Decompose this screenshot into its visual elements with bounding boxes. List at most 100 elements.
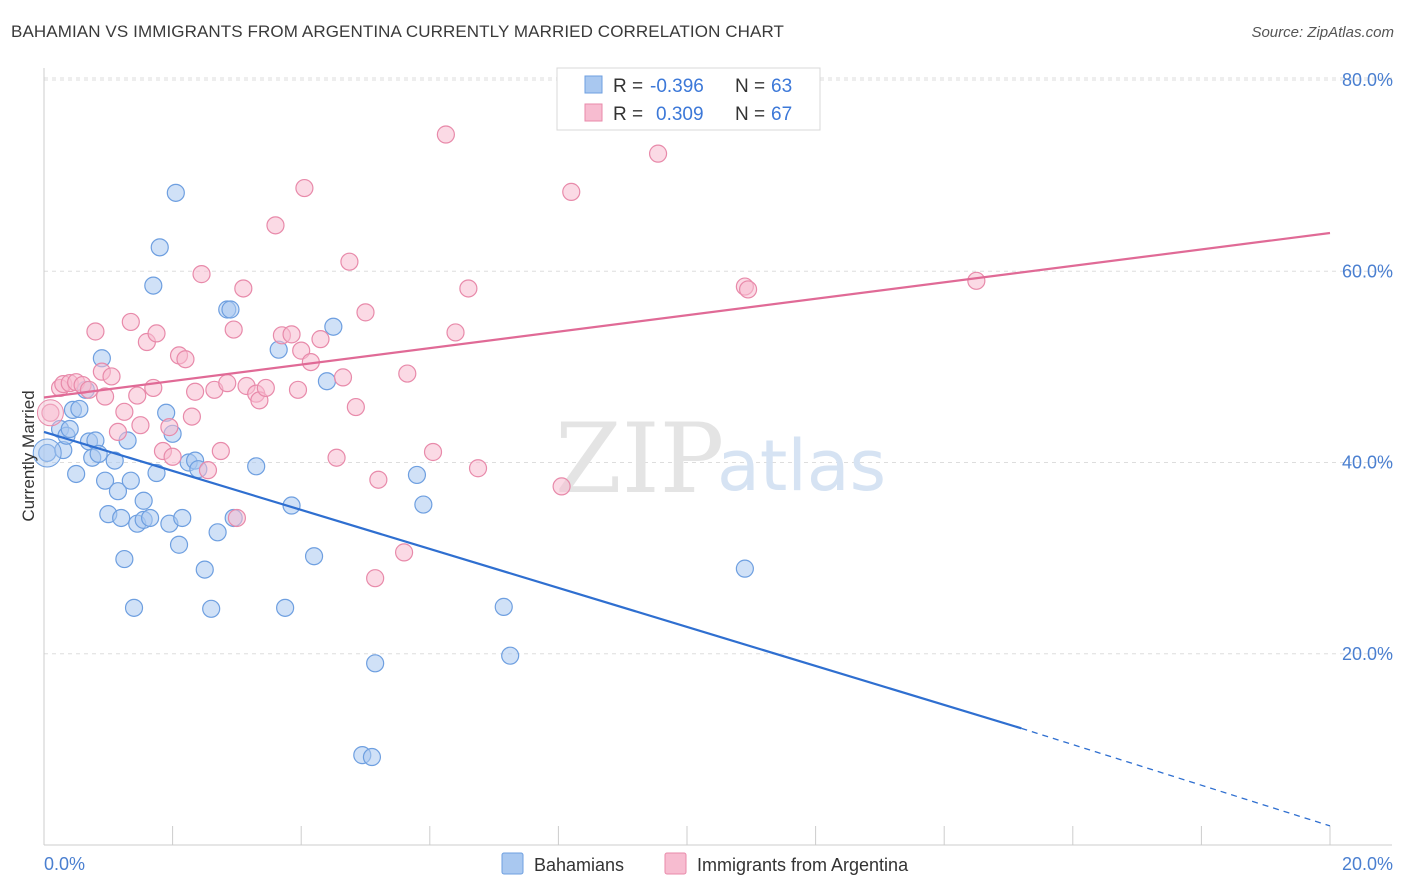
argentina-point: [340, 252, 359, 271]
argentina-point: [366, 569, 385, 588]
legend-n-label: N =: [735, 104, 765, 125]
bahamians-point: [70, 399, 89, 419]
bahamians-point: [221, 300, 240, 319]
bahamians-point: [144, 276, 163, 295]
series-legend-label-bahamians: Bahamians: [534, 855, 624, 875]
argentina-point: [192, 265, 211, 284]
argentina-point: [182, 407, 201, 426]
bahamians-point: [32, 438, 62, 468]
argentina-point: [967, 271, 986, 290]
bahamians-point: [150, 238, 169, 257]
bahamians-point: [247, 457, 266, 476]
bahamians-point: [494, 597, 513, 616]
legend-r-label: R =: [613, 76, 643, 97]
bahamians-point: [166, 183, 185, 202]
legend-swatch-argentina: [584, 103, 603, 122]
bahamians-point: [366, 654, 385, 673]
argentina-point: [327, 448, 346, 467]
argentina-point: [256, 378, 275, 398]
argentina-point: [266, 216, 285, 235]
argentina-point: [128, 386, 147, 405]
bahamians-point: [414, 495, 433, 514]
argentina-point: [282, 325, 301, 344]
argentina-point: [186, 382, 205, 401]
x-tick-label: 20.0%: [1342, 854, 1393, 874]
argentina-point: [398, 364, 417, 383]
bahamians-point: [124, 598, 144, 617]
y-tick-label: 80.0%: [1342, 70, 1393, 90]
bahamians-point: [735, 559, 754, 578]
argentina-trend-line: [43, 231, 1331, 399]
argentina-point: [436, 125, 455, 144]
x-tick-label: 0.0%: [44, 854, 85, 874]
argentina-point: [446, 323, 465, 342]
argentina-point: [738, 280, 758, 299]
chart-source: Source: ZipAtlas.com: [1251, 24, 1394, 41]
bahamians-point: [407, 465, 427, 485]
argentina-point: [224, 320, 243, 339]
tick-labels: 20.0% 40.0% 60.0% 80.0% 0.0% 20.0%: [44, 70, 1393, 874]
bahamians-point: [112, 508, 131, 528]
series-legend-label-argentina: Immigrants from Argentina: [697, 855, 909, 875]
argentina-point: [41, 403, 60, 422]
argentina-point: [86, 322, 105, 341]
bahamians-point: [60, 419, 79, 439]
argentina-point: [79, 380, 99, 399]
bahamians-point: [324, 317, 343, 336]
bahamians-point: [121, 471, 140, 490]
argentina-point: [160, 418, 179, 437]
bahamians-point: [304, 547, 324, 566]
trend-lines: [43, 231, 1331, 827]
argentina-point: [102, 367, 121, 386]
argentina-point: [176, 350, 195, 369]
bahamians-point: [115, 549, 134, 569]
bahamians-point: [202, 599, 221, 618]
argentina-point: [218, 374, 237, 393]
argentina-point: [288, 380, 308, 399]
argentina-point: [459, 279, 478, 298]
argentina-point: [163, 447, 182, 466]
argentina-point: [121, 312, 140, 332]
y-tick-label: 60.0%: [1342, 261, 1393, 281]
argentina-point: [115, 402, 134, 421]
argentina-point: [36, 399, 64, 427]
bahamians-point: [67, 464, 86, 484]
argentina-point: [108, 422, 128, 441]
bahamians-trend-extension: [1021, 727, 1331, 827]
argentina-point: [468, 459, 488, 478]
legend-n-value: 67: [771, 104, 792, 125]
bahamians-point: [362, 747, 382, 767]
legend-n-label: N =: [735, 76, 765, 97]
bahamians-point: [195, 560, 214, 579]
bahamians-point: [169, 535, 189, 554]
series-legend: Bahamians Immigrants from Argentina: [501, 852, 909, 875]
bahamians-point: [140, 508, 160, 528]
argentina-point: [227, 508, 246, 528]
bahamians-point: [317, 372, 337, 391]
legend-n-value: 63: [771, 76, 792, 97]
argentina-point: [311, 330, 330, 349]
y-tick-label: 20.0%: [1342, 644, 1393, 664]
watermark-atlas: atlas: [717, 425, 886, 507]
watermark-zip: ZIP: [555, 403, 724, 515]
gridlines: [44, 77, 1392, 655]
argentina-point: [131, 416, 150, 435]
argentina-point: [234, 279, 253, 298]
argentina-point: [333, 368, 353, 387]
y-axis-label: Currently Married: [19, 390, 38, 521]
argentina-point: [562, 182, 581, 201]
argentina-point: [295, 178, 314, 198]
watermark: ZIP atlas: [555, 403, 886, 515]
argentina-point: [423, 442, 443, 462]
argentina-point: [356, 303, 375, 322]
y-tick-label: 40.0%: [1342, 453, 1393, 473]
argentina-point: [394, 543, 414, 562]
bahamians-point: [501, 646, 520, 665]
argentina-point: [552, 477, 571, 496]
bahamians-point: [95, 471, 115, 490]
chart-title: BAHAMIAN VS IMMIGRANTS FROM ARGENTINA CU…: [11, 22, 785, 41]
bahamians-point: [134, 491, 153, 510]
legend-r-value: -0.396: [650, 76, 704, 97]
argentina-point: [369, 470, 388, 489]
correlation-legend: R = -0.396 N = 63 R = 0.309 N = 67: [556, 67, 821, 131]
